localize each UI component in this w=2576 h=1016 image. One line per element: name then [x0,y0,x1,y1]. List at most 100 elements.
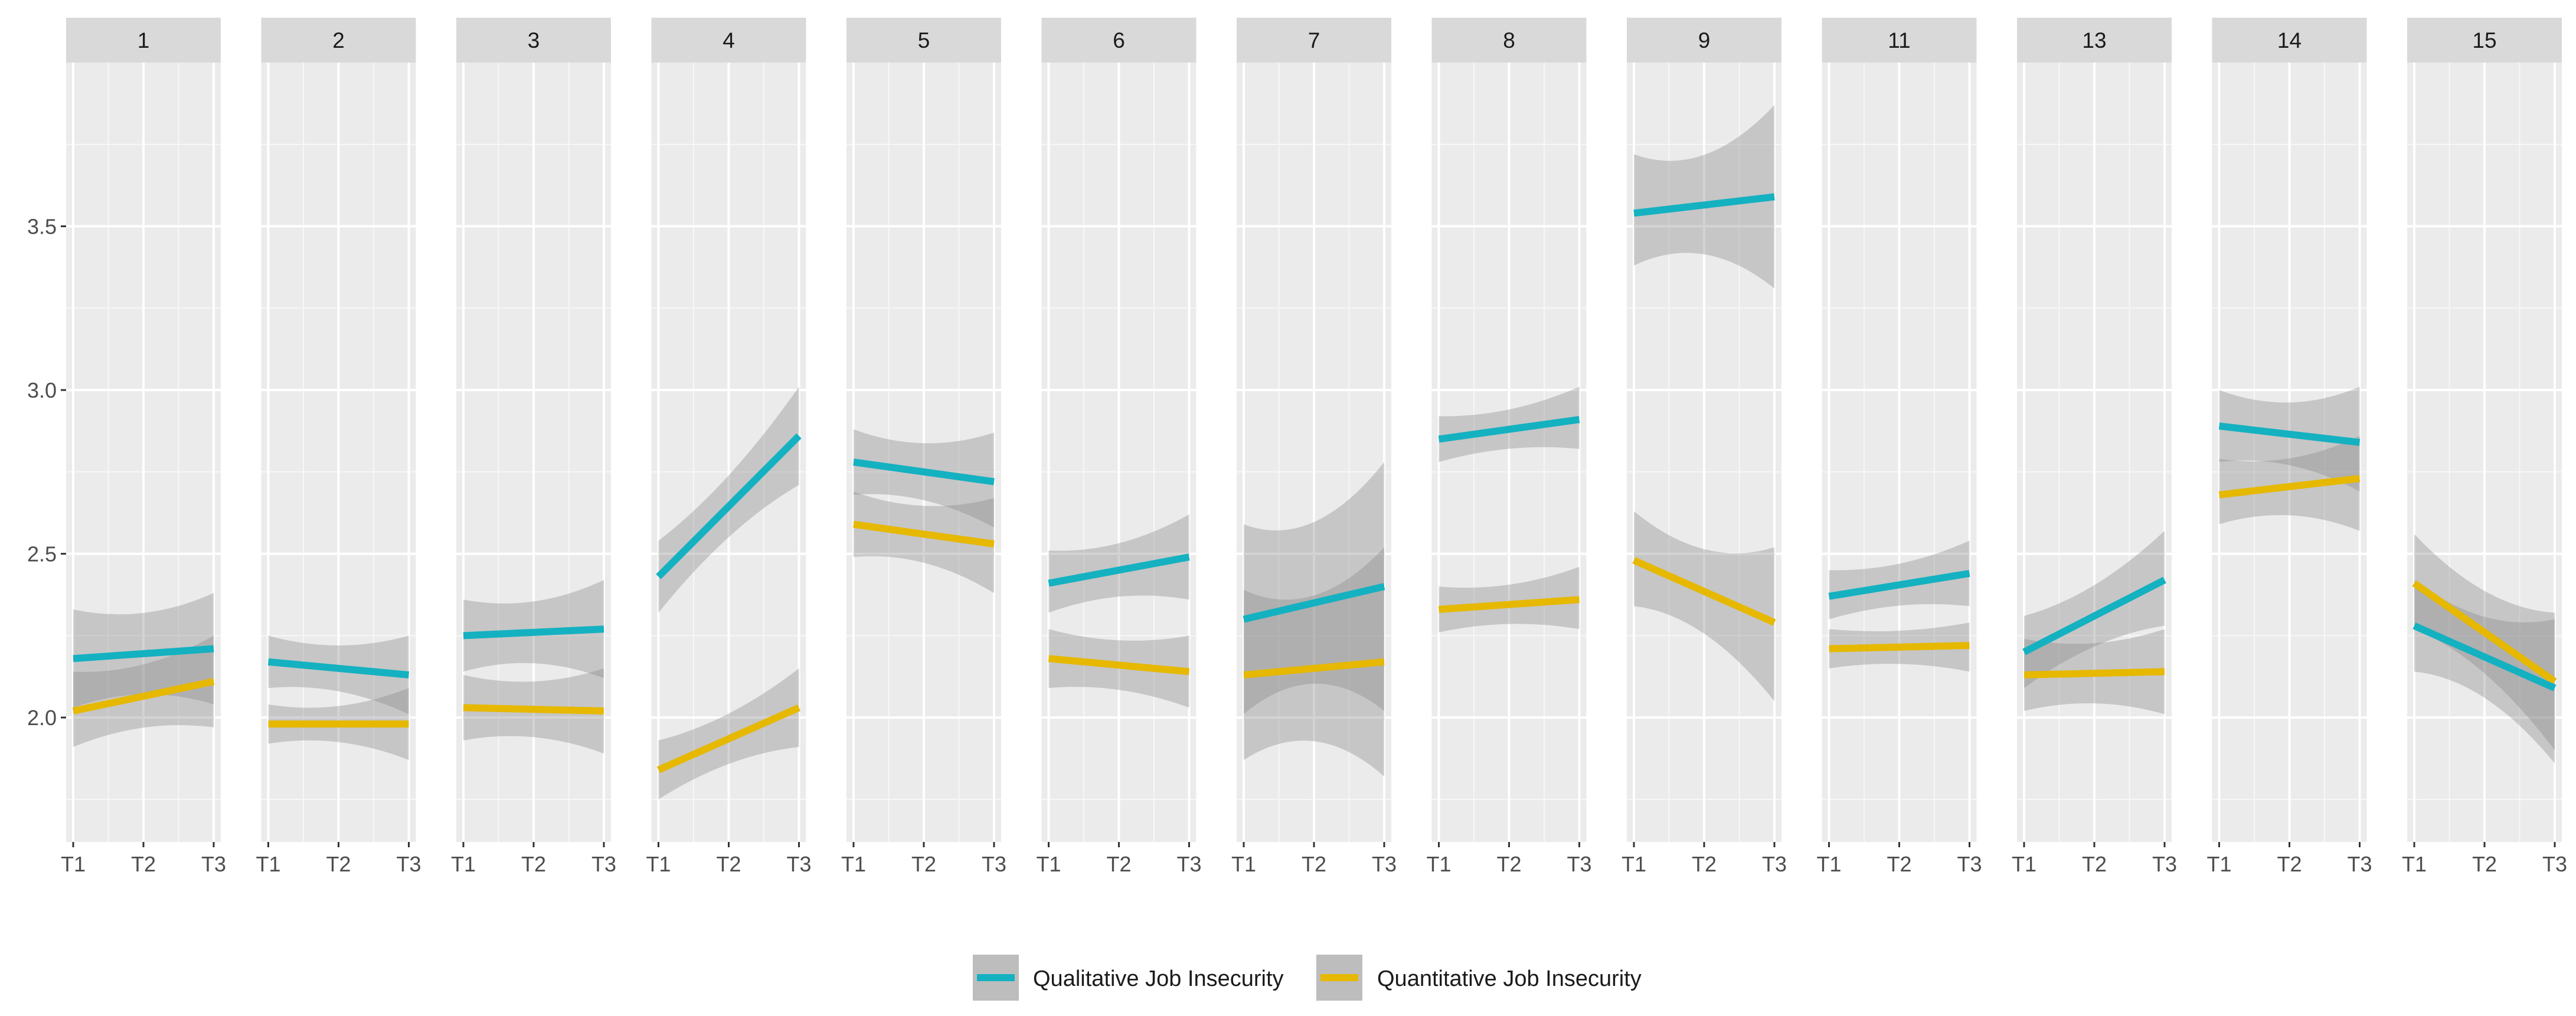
facet-strip [1237,18,1391,63]
confidence-band-quant [1244,547,1384,776]
facet-strip [456,18,611,63]
series-line-quant [2218,474,2361,499]
x-tick-label: T1 [1622,852,1646,876]
series-line-qual [267,658,410,679]
confidence-band-qual [1634,105,1774,289]
facet-panel-7: 7 T1 T2 T3 [1231,18,1397,876]
panels-layer: 1 T1 T2 T3 2 T1 T2 T3 3 T1 T2 T3 4 T1 T2 T3 5 T1 T2 T3 6 T1 T2… [61,18,2567,876]
x-tick-label: T3 [1957,852,1982,876]
confidence-band-quant [2414,534,2555,750]
series-line-qual [853,458,995,486]
confidence-band-qual [2024,530,2165,689]
x-tick-label: T2 [1496,852,1521,876]
confidence-band-qual [658,386,799,613]
x-tick-label: T2 [1887,852,1911,876]
series-line-qual [463,625,604,640]
facet-strip-label: 1 [138,28,150,53]
facet-strip-label: 15 [2472,28,2496,53]
x-tick-label: T1 [61,852,86,876]
series-line-quant [1829,641,1970,653]
x-tick-label: T2 [1106,852,1131,876]
facet-strip [2017,18,2172,63]
facet-strip [1822,18,1977,63]
series-line-quant [2023,668,2165,679]
facet-panel-2: 2 T1 T2 T3 [256,18,421,876]
x-tick-label: T2 [716,852,741,876]
facet-panel-8: 8 T1 T2 T3 [1426,18,1592,876]
facet-strip-label: 11 [1888,28,1910,53]
facet-strip [2212,18,2367,63]
x-tick-label: T1 [2206,852,2231,876]
facet-strip [1627,18,1781,63]
series-line-quant [2412,580,2557,684]
x-tick-label: T2 [131,852,156,876]
series-line-qual [2218,422,2361,446]
series-line-quant [853,520,995,548]
facet-panel-14: 14 T1 T2 T3 [2206,18,2372,876]
series-line-qual [2412,622,2557,691]
confidence-band-quant [1634,511,1774,702]
confidence-band-qual [1829,540,1970,620]
x-tick-label: T3 [2152,852,2177,876]
facet-strip-label: 13 [2082,28,2106,53]
x-tick-label: T3 [2347,852,2372,876]
confidence-band-qual [1244,462,1384,715]
confidence-band-qual [1048,514,1189,613]
confidence-band-qual [2219,386,2360,492]
series-line-quant [463,704,604,715]
y-axis: 2.0 2.5 3.0 3.5 [27,215,66,730]
series-line-quant [1048,655,1190,676]
legend-label-quantitative: Quantitative Job Insecurity [1377,966,1642,991]
x-tick-label: T1 [256,852,280,876]
x-tick-label: T1 [1036,852,1061,876]
facet-panel-1: 1 T1 T2 T3 [61,18,226,876]
confidence-band-quant [658,668,799,799]
x-tick-label: T2 [2472,852,2497,876]
x-tick-label: T3 [1762,852,1787,876]
x-tick-label: T3 [1567,852,1591,876]
series-line-quant [657,704,800,774]
series-line-quant [1243,658,1385,679]
legend-label-qualitative: Qualitative Job Insecurity [1033,966,1284,991]
series-line-quant [1439,596,1580,613]
x-tick-label: T1 [1816,852,1841,876]
x-tick-label: T2 [911,852,936,876]
series-line-qual [1633,193,1775,217]
x-tick-label: T1 [2402,852,2427,876]
confidence-band-quant [73,635,214,748]
x-tick-label: T3 [2542,852,2567,876]
facet-strip-label: 8 [1503,28,1515,53]
confidence-band-qual [268,635,409,715]
confidence-band-quant [1439,566,1580,632]
facet-panel-13: 13 T1 T2 T3 [2012,18,2177,876]
x-tick-label: T2 [1692,852,1717,876]
x-tick-label: T3 [1372,852,1397,876]
series-line-qual [1243,583,1385,623]
facet-panel-4: 4 T1 T2 T3 [646,18,812,876]
series-line-qual [73,645,214,663]
x-tick-label: T2 [2082,852,2107,876]
facet-panel-5: 5 T1 T2 T3 [841,18,1006,876]
x-tick-label: T2 [521,852,546,876]
facet-strip [2407,18,2562,63]
facet-panel-15: 15 T1 T2 T3 [2402,18,2567,876]
facet-strip [651,18,806,63]
y-tick-label: 2.0 [27,706,57,730]
x-tick-label: T3 [982,852,1006,876]
x-tick-label: T1 [2012,852,2036,876]
x-tick-label: T2 [326,852,351,876]
x-tick-label: T3 [591,852,616,876]
confidence-band-qual [854,429,994,528]
facet-strip [1041,18,1197,63]
series-line-quant [72,678,215,715]
series-line-qual [656,433,802,579]
x-tick-label: T1 [1231,852,1256,876]
facet-strip-label: 9 [1698,28,1711,53]
x-tick-label: T1 [646,852,671,876]
facet-panel-11: 11 T1 T2 T3 [1816,18,1982,876]
facet-strip-label: 14 [2277,28,2302,53]
series-line-qual [1048,553,1190,587]
series-line-quant [1632,557,1776,626]
